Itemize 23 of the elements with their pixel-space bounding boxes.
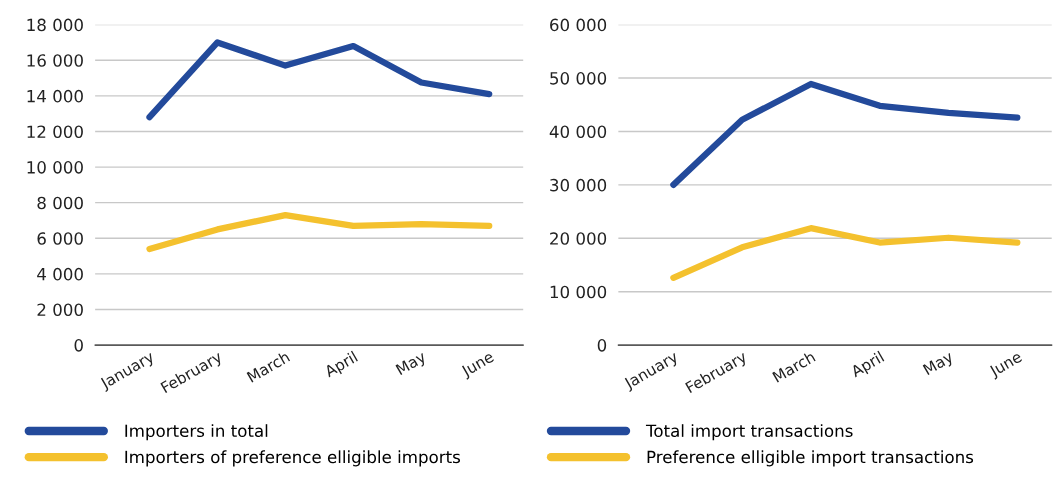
- y-tick-label: 0: [74, 339, 83, 352]
- y-tick-label: 20 000: [550, 232, 607, 245]
- legend-label: Preference elligible import transactions: [647, 450, 974, 467]
- y-tick-label: 8 000: [37, 196, 83, 210]
- y-tick-label: 0: [597, 339, 607, 352]
- y-tick-label: 30 000: [550, 178, 607, 192]
- y-tick-label: 18 000: [27, 18, 83, 32]
- y-tick-label: 16 000: [27, 54, 83, 67]
- x-tick-label: May: [922, 350, 956, 378]
- y-tick-label: 6 000: [37, 232, 83, 245]
- legend-label: Importers in total: [125, 424, 268, 441]
- y-tick-label: 50 000: [550, 72, 607, 85]
- y-tick-label: 60 000: [550, 18, 607, 32]
- legend-label: Total import transactions: [645, 424, 853, 441]
- y-tick-label: 2 000: [37, 303, 83, 317]
- y-tick-label: 4 000: [37, 267, 83, 281]
- y-tick-label: 10 000: [27, 161, 83, 174]
- legend-label: Importers of preference elligible imports: [125, 450, 461, 467]
- y-tick-label: 14 000: [27, 89, 83, 103]
- y-tick-label: 40 000: [549, 125, 607, 139]
- y-tick-label: 10 000: [550, 285, 607, 299]
- y-tick-label: 12 000: [27, 125, 83, 139]
- x-tick-label: May: [395, 350, 429, 378]
